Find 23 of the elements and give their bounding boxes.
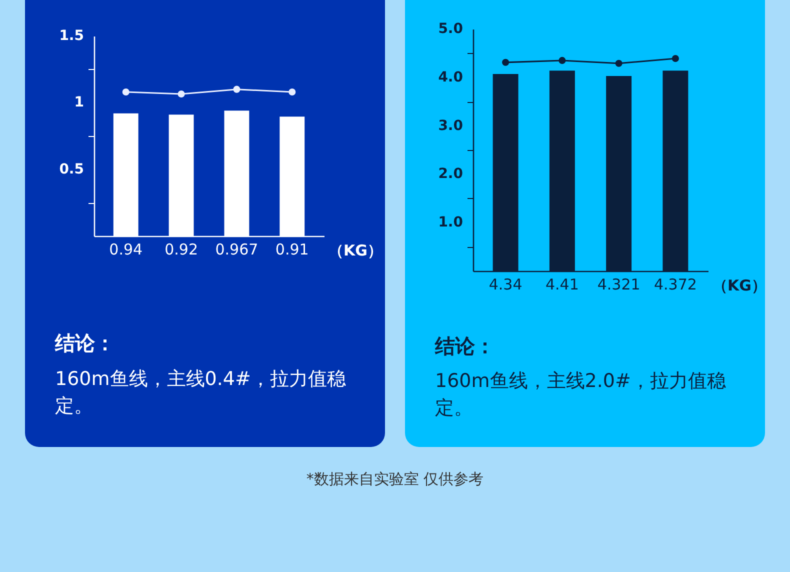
text: 160m鱼线，主线0.4#，拉力值稳定。 <box>55 367 347 419</box>
y-tick-label: 1.0 <box>438 214 464 231</box>
x-axis-title: （KG） <box>712 276 766 294</box>
x-axis-title: （KG） <box>328 242 382 260</box>
text: 结论： <box>55 330 116 357</box>
y-tick-label: 2.0 <box>438 166 464 182</box>
x-tick-label: 4.372 <box>654 276 697 294</box>
y-tick-label: 4.0 <box>438 69 464 86</box>
text: 160m鱼线，主线2.0#，拉力值稳定。 <box>435 369 727 421</box>
x-tick-label: 0.91 <box>275 240 309 258</box>
x-tick-label: 0.94 <box>109 240 143 258</box>
x-tick-label: 4.41 <box>545 276 579 294</box>
text: 结论： <box>435 333 496 360</box>
y-tick-label: 0.5 <box>59 161 84 178</box>
y-tick-label: 1 <box>74 94 84 111</box>
x-tick-label: 0.967 <box>215 240 258 258</box>
text: *数据来自实验室 仅供参考 <box>305 470 485 489</box>
x-tick-label: 4.321 <box>597 276 640 294</box>
y-tick-label: 3.0 <box>438 118 464 134</box>
y-tick-label: 5.0 <box>438 21 464 37</box>
x-tick-label: 4.34 <box>488 276 522 294</box>
x-tick-label: 0.92 <box>164 240 198 258</box>
y-tick-label: 1.5 <box>59 28 84 44</box>
